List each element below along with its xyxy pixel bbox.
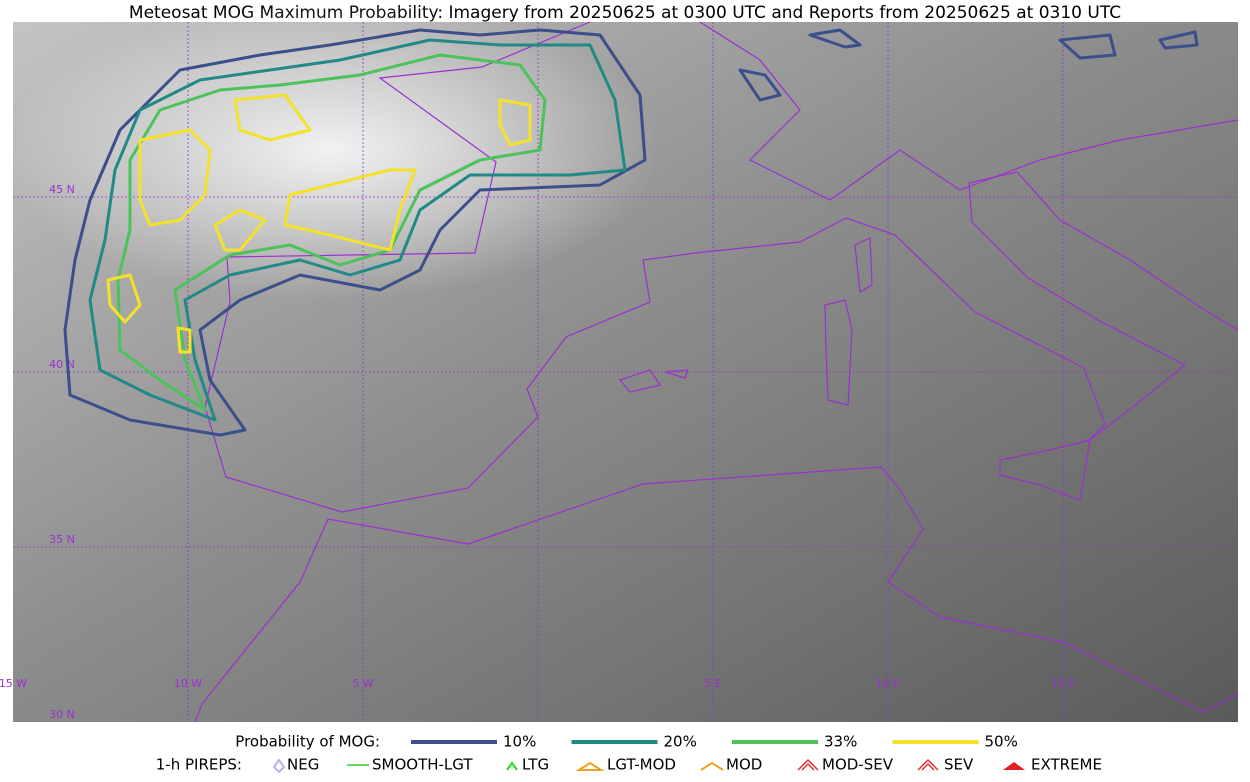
pirep-icon xyxy=(1003,762,1025,770)
grid: 45 N 40 N 35 N 30 N 15 W 10 W 5 W 5 E 10… xyxy=(0,22,1238,722)
pirep-label: MOD xyxy=(726,756,762,774)
lat-label: 35 N xyxy=(49,533,75,546)
pirep-label: SEV xyxy=(944,756,974,774)
legend-label: 10% xyxy=(503,733,536,751)
legend-label: 33% xyxy=(824,733,857,751)
lat-label: 45 N xyxy=(49,183,75,196)
lon-label: 5 E xyxy=(704,677,721,690)
legend-label: 20% xyxy=(664,733,697,751)
pirep-label: EXTREME xyxy=(1031,756,1102,774)
lon-label: 10 E xyxy=(876,677,900,690)
lat-label: 30 N xyxy=(49,708,75,721)
contour xyxy=(63,28,647,437)
pirep-label: LGT-MOD xyxy=(607,756,676,774)
legend-label: 50% xyxy=(985,733,1018,751)
pirep-icon xyxy=(700,761,724,771)
contour xyxy=(738,28,1199,102)
contour xyxy=(116,53,547,412)
contour xyxy=(88,38,627,422)
lon-label: 15 E xyxy=(1051,677,1075,690)
legend-title: Probability of MOG: xyxy=(235,733,380,751)
map: 45 N 40 N 35 N 30 N 15 W 10 W 5 W 5 E 10… xyxy=(0,0,1239,723)
pirep-icon xyxy=(506,761,518,771)
pirep-label: NEG xyxy=(287,756,319,774)
level-legend: 10% 20% 33% 50% xyxy=(411,733,1018,751)
pirep-label: SMOOTH-LGT xyxy=(372,756,473,774)
lon-label: 10 W xyxy=(174,677,202,690)
coastlines xyxy=(194,21,1239,723)
pirep-icon xyxy=(575,761,605,771)
legend: Probability of MOG: 10% 20% 33% 50% 1-h PIR… xyxy=(156,733,1102,774)
contours xyxy=(63,28,1199,437)
cloud xyxy=(0,0,660,300)
pirep-icon xyxy=(272,758,286,774)
pirep-label: LTG xyxy=(522,756,549,774)
contour xyxy=(106,93,532,354)
pirep-icon xyxy=(797,758,819,771)
pirep-icon xyxy=(917,758,939,771)
lat-label: 40 N xyxy=(49,358,75,371)
lon-label: 15 W xyxy=(0,677,27,690)
legend-title: 1-h PIREPS: xyxy=(156,756,242,774)
lon-label: 5 W xyxy=(352,677,373,690)
pirep-label: MOD-SEV xyxy=(822,756,894,774)
